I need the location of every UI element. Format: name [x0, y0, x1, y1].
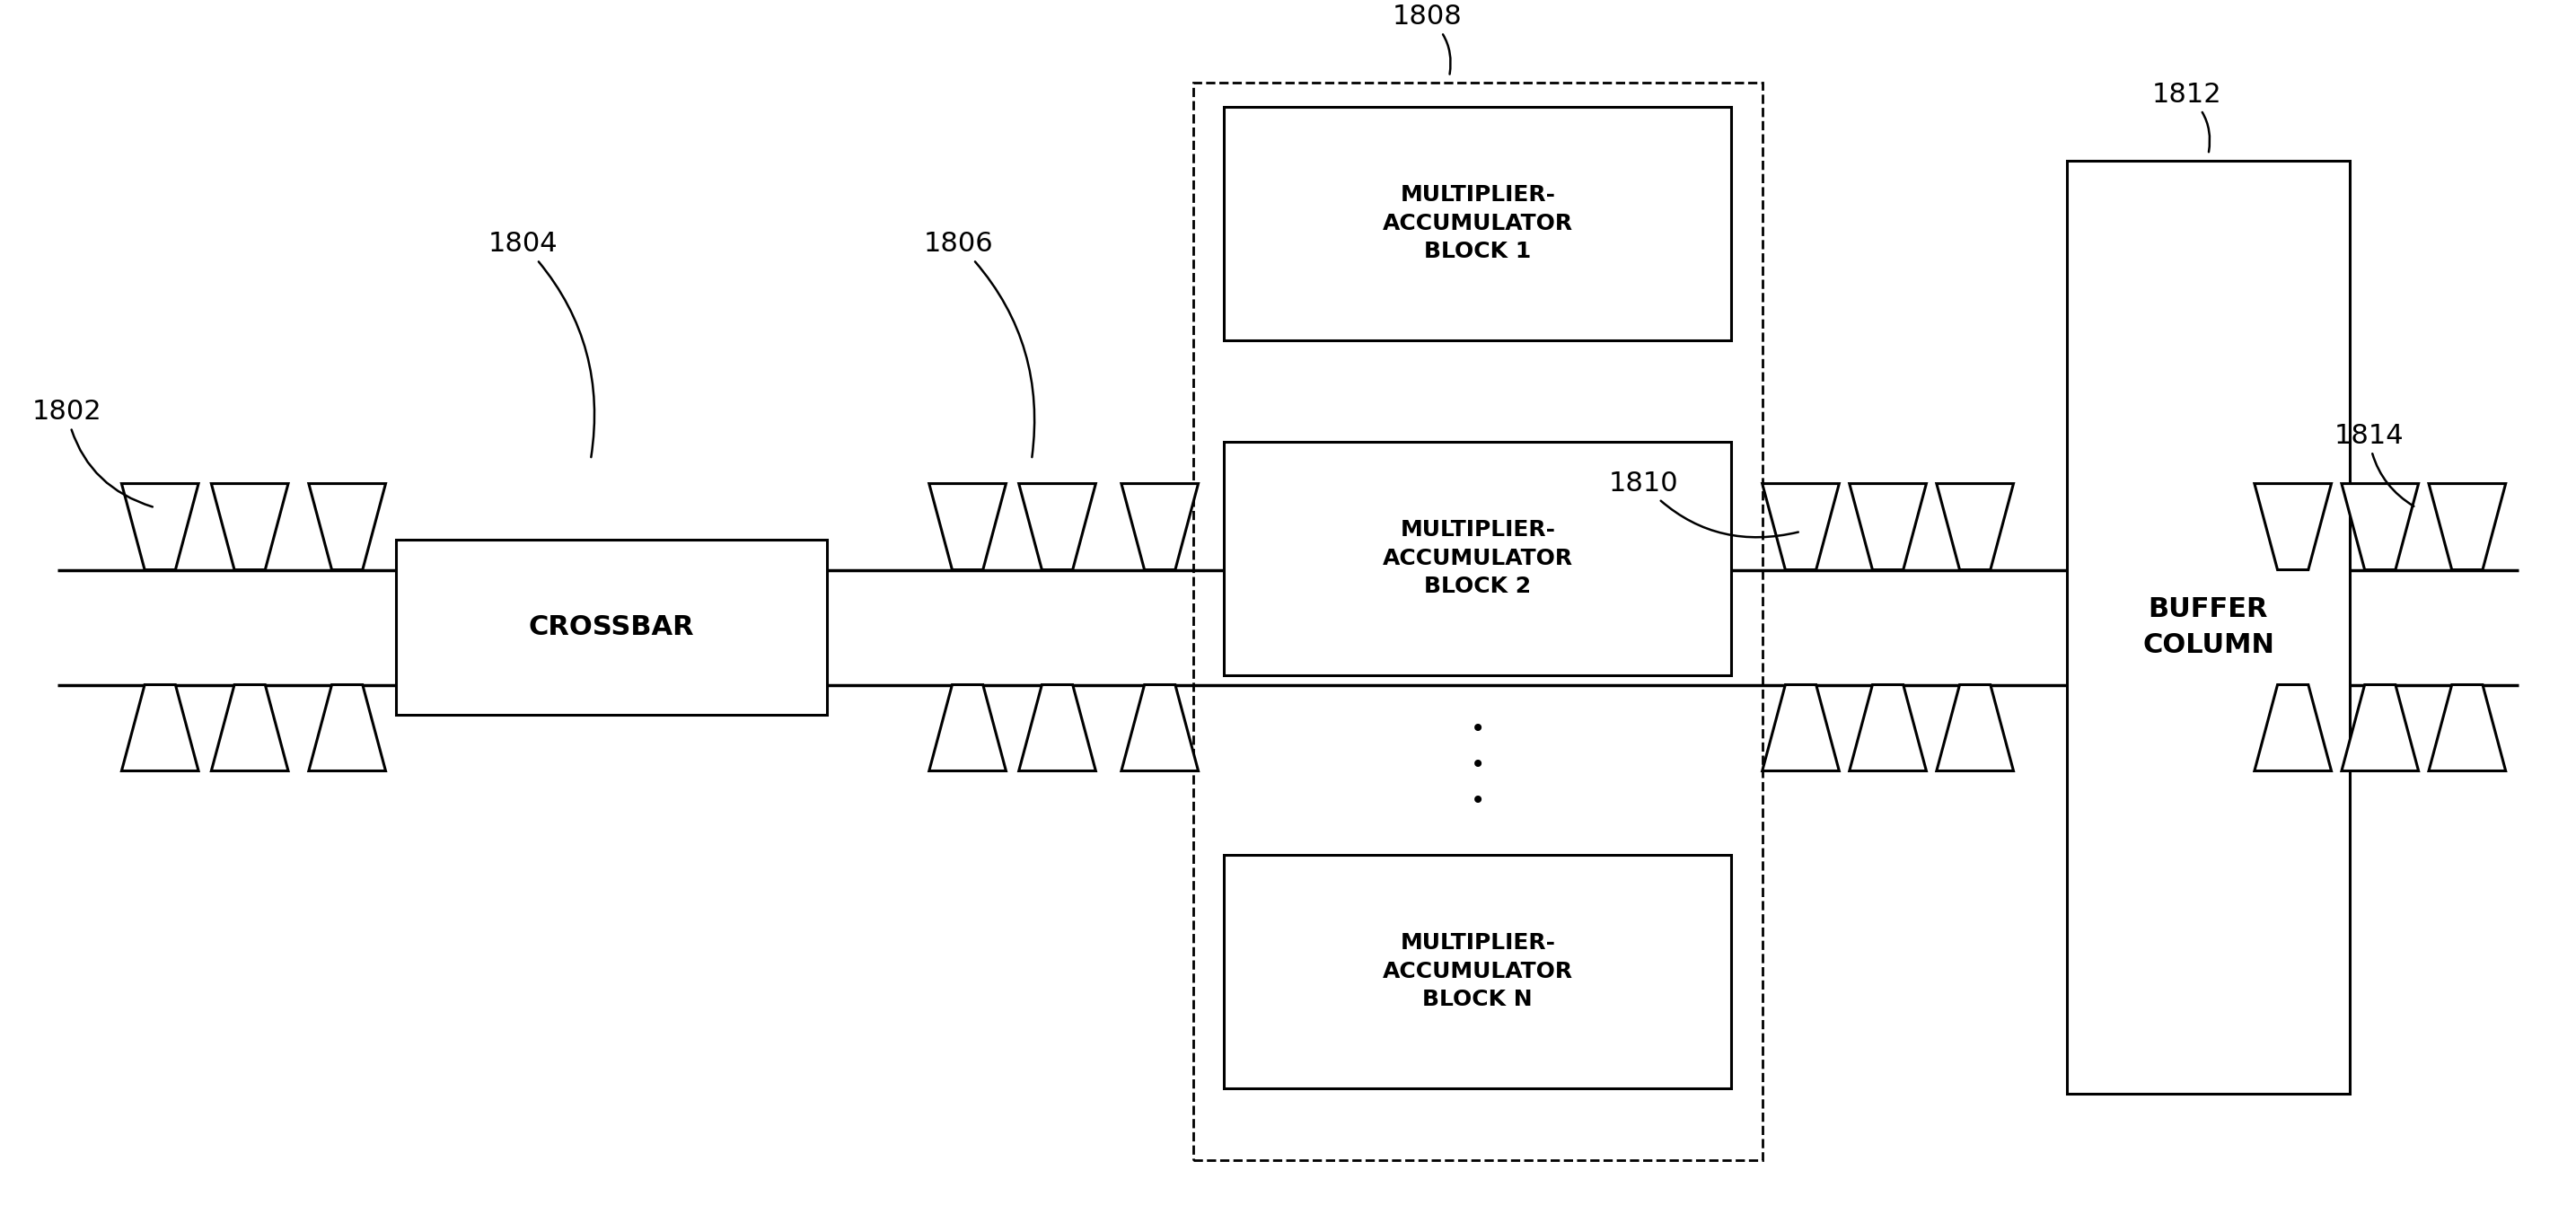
Polygon shape	[2254, 685, 2331, 771]
Text: 1812: 1812	[2151, 81, 2221, 152]
Polygon shape	[1121, 685, 1198, 771]
Text: •: •	[1471, 753, 1484, 777]
Polygon shape	[121, 685, 198, 771]
Polygon shape	[930, 484, 1007, 569]
Text: 1810: 1810	[1607, 471, 1798, 537]
Text: 1814: 1814	[2334, 423, 2414, 506]
Polygon shape	[2254, 484, 2331, 569]
Bar	[1193, 83, 1762, 1159]
Text: 1802: 1802	[31, 399, 152, 506]
Polygon shape	[121, 484, 198, 569]
Bar	[2069, 160, 2349, 1094]
Text: BUFFER
COLUMN: BUFFER COLUMN	[2143, 596, 2275, 658]
Polygon shape	[2429, 484, 2506, 569]
Text: •: •	[1471, 788, 1484, 813]
Polygon shape	[211, 685, 289, 771]
Bar	[1224, 442, 1731, 675]
Polygon shape	[1020, 484, 1095, 569]
Polygon shape	[1020, 685, 1095, 771]
Polygon shape	[1850, 484, 1927, 569]
Text: MULTIPLIER-
ACCUMULATOR
BLOCK N: MULTIPLIER- ACCUMULATOR BLOCK N	[1383, 933, 1574, 1010]
Bar	[397, 540, 827, 715]
Polygon shape	[2429, 685, 2506, 771]
Text: MULTIPLIER-
ACCUMULATOR
BLOCK 2: MULTIPLIER- ACCUMULATOR BLOCK 2	[1383, 519, 1574, 598]
Polygon shape	[1762, 685, 1839, 771]
Text: CROSSBAR: CROSSBAR	[528, 615, 693, 641]
Text: 1804: 1804	[489, 232, 595, 457]
Polygon shape	[1937, 484, 2014, 569]
Text: 1808: 1808	[1394, 4, 1463, 74]
Bar	[1224, 855, 1731, 1088]
Polygon shape	[2342, 484, 2419, 569]
Polygon shape	[1850, 685, 1927, 771]
Bar	[1224, 106, 1731, 340]
Text: •: •	[1471, 717, 1484, 742]
Polygon shape	[309, 484, 386, 569]
Polygon shape	[1762, 484, 1839, 569]
Polygon shape	[211, 484, 289, 569]
Text: 1806: 1806	[925, 232, 1036, 457]
Polygon shape	[309, 685, 386, 771]
Polygon shape	[1121, 484, 1198, 569]
Polygon shape	[1937, 685, 2014, 771]
Polygon shape	[2342, 685, 2419, 771]
Text: MULTIPLIER-
ACCUMULATOR
BLOCK 1: MULTIPLIER- ACCUMULATOR BLOCK 1	[1383, 184, 1574, 262]
Polygon shape	[930, 685, 1007, 771]
